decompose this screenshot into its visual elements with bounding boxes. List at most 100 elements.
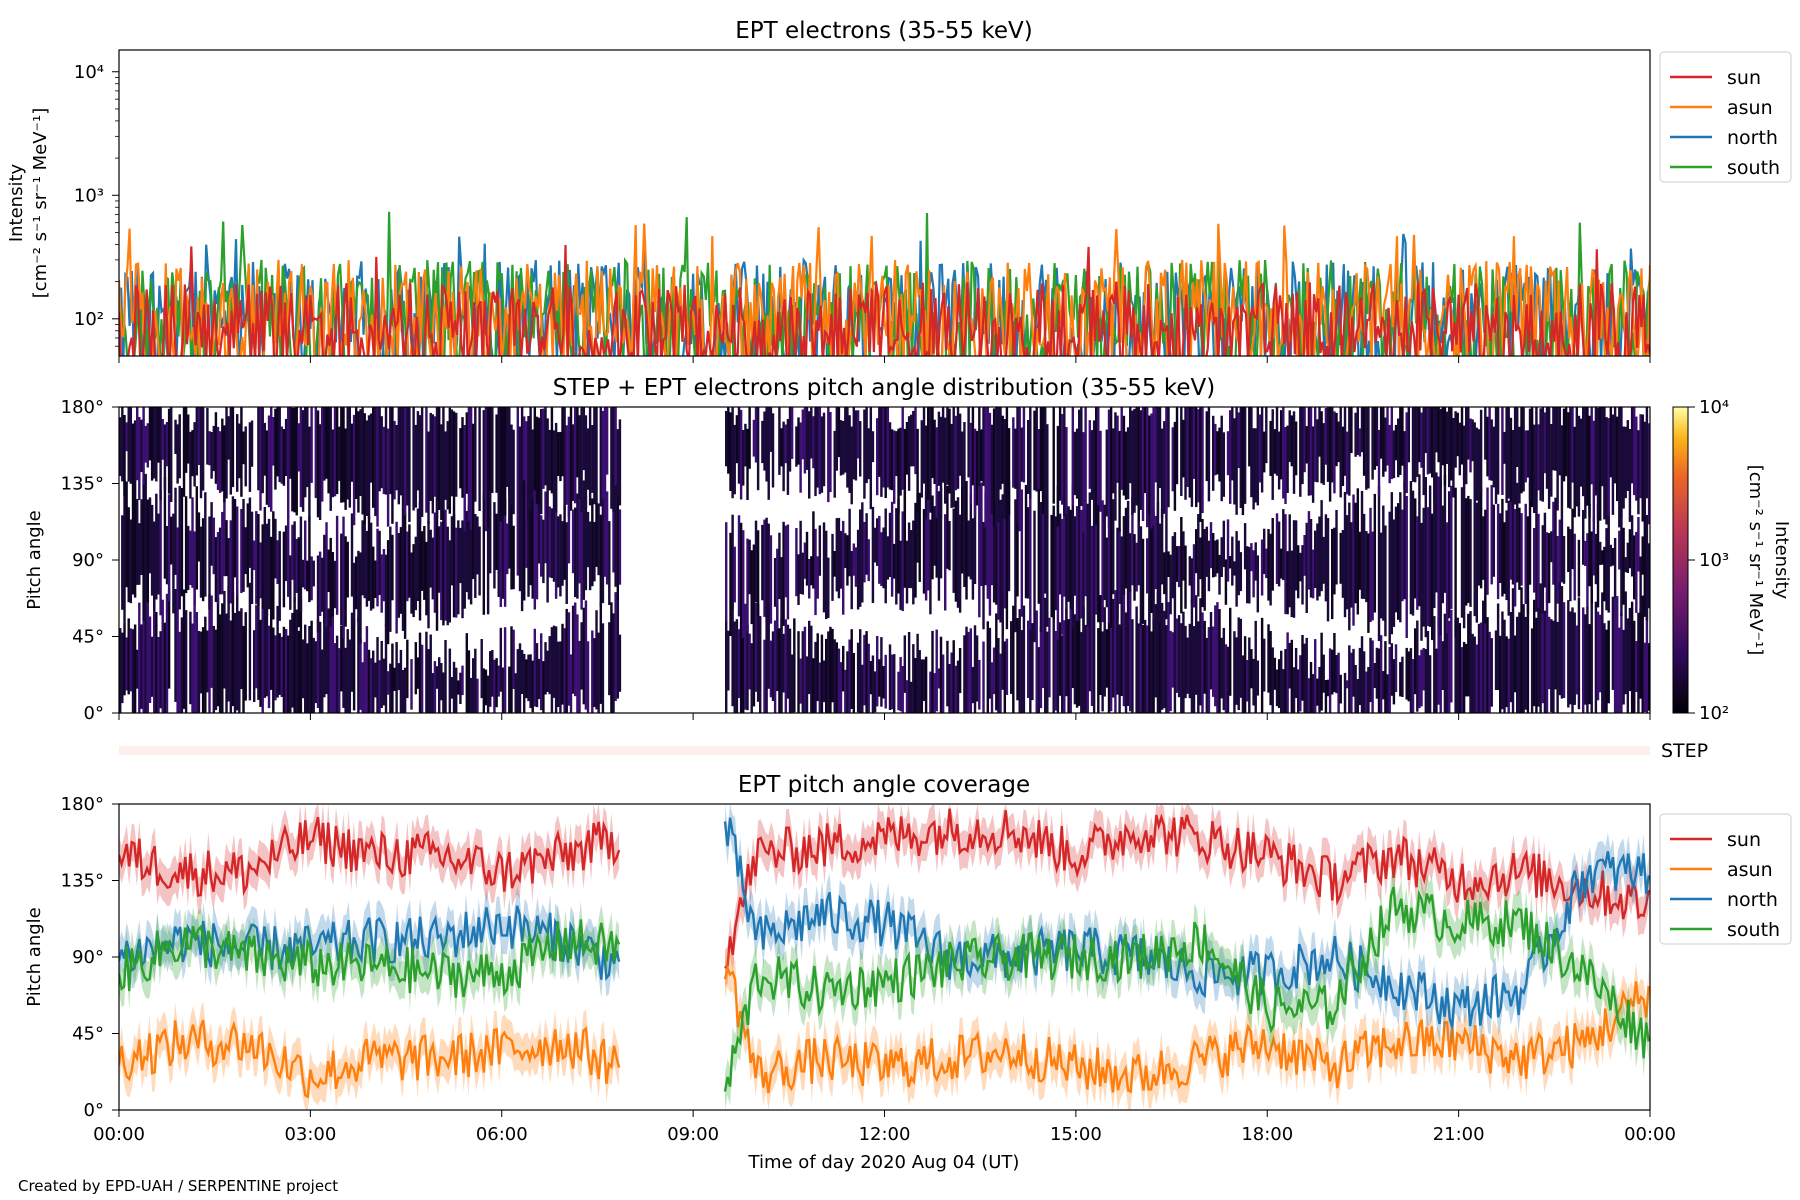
heatmap-cell: [361, 520, 364, 596]
heatmap-cell: [544, 491, 547, 564]
heatmap-cell: [1061, 414, 1064, 505]
heatmap-cell: [265, 430, 269, 505]
heatmap-cell: [1405, 496, 1408, 638]
heatmap-cell: [731, 407, 734, 499]
heatmap-cell: [1630, 601, 1634, 713]
heatmap-cell: [1299, 655, 1302, 712]
heatmap-cell: [1263, 638, 1266, 692]
heatmap-cell: [170, 407, 173, 502]
heatmap-cell: [1056, 639, 1060, 713]
heatmap-cell: [478, 526, 481, 596]
heatmap-cell: [1154, 515, 1158, 590]
heatmap-cell: [1275, 513, 1279, 584]
heatmap-cell: [1175, 618, 1179, 693]
heatmap-cell: [425, 541, 428, 616]
heatmap-cell: [225, 407, 228, 499]
heatmap-cell: [395, 425, 398, 491]
heatmap-cell: [929, 671, 932, 713]
heatmap-cell: [503, 627, 507, 713]
heatmap-cell: [1163, 552, 1166, 595]
heatmap-cell: [1192, 626, 1196, 713]
heatmap-cell: [1035, 610, 1038, 713]
heatmap-cell: [1362, 513, 1366, 599]
heatmap-cell: [1188, 556, 1192, 586]
heatmap-cell: [1626, 618, 1630, 713]
heatmap-cell: [984, 407, 987, 528]
heatmap-cell: [510, 497, 513, 590]
heatmap-cell: [380, 641, 383, 708]
heatmap-cell: [929, 519, 932, 615]
heatmap-cell: [967, 631, 970, 713]
heatmap-cell: [1433, 407, 1436, 500]
heatmap-cell: [455, 667, 458, 713]
heatmap-cell: [348, 639, 352, 713]
heatmap-cell: [905, 680, 909, 713]
heatmap-cell: [1233, 631, 1236, 713]
heatmap-cell: [310, 556, 313, 601]
heatmap-cell: [342, 516, 345, 639]
heatmap-cell: [1569, 611, 1572, 705]
heatmap-cell: [438, 526, 441, 593]
heatmap-cell: [136, 649, 139, 689]
panel3-y-axis: 0°45°90°135°180°: [61, 794, 119, 1121]
heatmap-cell: [386, 671, 390, 695]
heatmap-cell: [1180, 623, 1183, 713]
heatmap-cell: [1394, 644, 1398, 693]
heatmap-cell: [1486, 617, 1489, 713]
heatmap-cell: [912, 520, 915, 605]
heatmap-cell: [744, 423, 747, 467]
heatmap-cell: [1229, 607, 1232, 696]
heatmap-cell: [744, 603, 747, 710]
heatmap-cell: [1460, 407, 1464, 465]
heatmap-cell: [852, 653, 856, 713]
panel2-ylabel: Pitch angle: [24, 510, 45, 609]
heatmap-cell: [1326, 518, 1330, 622]
heatmap-cell: [403, 667, 407, 713]
heatmap-cell: [1063, 505, 1066, 597]
heatmap-cell: [1267, 624, 1270, 693]
heatmap-cell: [1618, 627, 1621, 713]
heatmap-cell: [1613, 407, 1617, 484]
heatmap-cell: [1647, 643, 1650, 711]
heatmap-cell: [1120, 407, 1123, 490]
heatmap-cell: [465, 412, 469, 494]
heatmap-cell: [916, 428, 919, 512]
heatmap-cell: [1448, 620, 1451, 713]
heatmap-cell: [1250, 649, 1253, 689]
heatmap-cell: [318, 424, 322, 520]
heatmap-cell: [378, 660, 381, 713]
heatmap-cell: [1167, 407, 1170, 508]
heatmap-cell: [557, 641, 560, 707]
heatmap-cell: [1054, 631, 1058, 711]
heatmap-cell: [1405, 647, 1408, 700]
heatmap-cell: [1590, 531, 1593, 604]
panel1-series-sun: [119, 244, 1650, 356]
heatmap-cell: [1588, 415, 1591, 518]
heatmap-cell: [1078, 602, 1081, 706]
heatmap-cell: [542, 661, 545, 713]
heatmap-cell: [1573, 426, 1576, 518]
heatmap-cell: [304, 520, 307, 590]
heatmap-cell: [1305, 522, 1308, 613]
heatmap-cell: [1584, 614, 1587, 705]
heatmap-cell: [1482, 600, 1485, 713]
panel3-series-north: [723, 817, 1650, 1028]
heatmap-cell: [1388, 511, 1391, 645]
heatmap-cell: [844, 533, 847, 568]
heatmap-cell: [967, 520, 970, 577]
heatmap-cell: [1422, 507, 1425, 627]
heatmap-cell: [1594, 601, 1598, 713]
heatmap-cell: [1343, 672, 1347, 713]
heatmap-cell: [1301, 635, 1304, 701]
heatmap-cell: [1630, 407, 1634, 484]
heatmap-cell: [472, 658, 475, 713]
heatmap-cell: [1526, 599, 1530, 713]
heatmap-cell: [1033, 510, 1036, 643]
heatmap-cell: [1305, 426, 1308, 464]
heatmap-cell: [506, 407, 509, 487]
heatmap-cell: [846, 651, 849, 713]
heatmap-cell: [1573, 533, 1576, 601]
heatmap-cell: [1301, 545, 1304, 605]
